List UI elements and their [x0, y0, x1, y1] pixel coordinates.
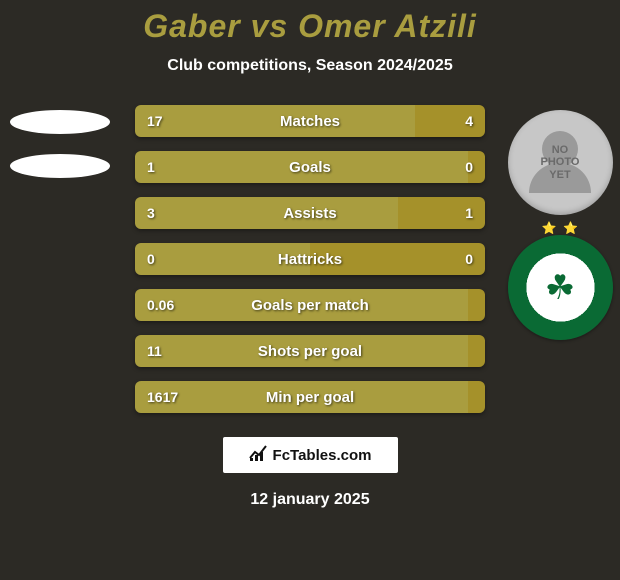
stat-value-left: 0: [147, 251, 155, 267]
stat-bar-left: [135, 335, 468, 367]
stat-row: Goals10: [135, 151, 485, 183]
stat-bar-left: [135, 243, 310, 275]
stat-bar-right: [310, 243, 485, 275]
brand-chart-icon: [249, 444, 267, 467]
footer-date: 12 january 2025: [0, 491, 620, 509]
page-title: Gaber vs Omer Atzili: [0, 8, 620, 45]
avatar-text-line: PHOTO: [541, 156, 580, 168]
infographic-root: Gaber vs Omer Atzili Club competitions, …: [0, 0, 620, 580]
brand-label: FcTables.com: [273, 447, 372, 464]
club-stars-icon: ⭐ ⭐: [542, 221, 579, 235]
stat-value-left: 1: [147, 159, 155, 175]
right-player-column: NO PHOTO YET ⭐ ⭐ ☘: [500, 110, 620, 340]
club-clover-icon: ☘: [545, 271, 575, 305]
stat-value-right: 0: [465, 159, 473, 175]
avatar-text-line: NO: [541, 144, 580, 156]
avatar-text-line: YET: [541, 169, 580, 181]
stat-value-left: 17: [147, 113, 163, 129]
stat-row: Assists31: [135, 197, 485, 229]
stat-bar-right: [468, 289, 486, 321]
stat-value-left: 3: [147, 205, 155, 221]
stat-bar-left: [135, 197, 398, 229]
stat-value-right: 0: [465, 251, 473, 267]
stat-bar-right: [468, 381, 486, 413]
player-right-club-badge: ⭐ ⭐ ☘: [508, 235, 613, 340]
stat-bar-right: [415, 105, 485, 137]
player-left-club-placeholder: [10, 154, 110, 178]
stat-bar-left: [135, 289, 468, 321]
stat-value-right: 1: [465, 205, 473, 221]
avatar-no-photo-text: NO PHOTO YET: [541, 144, 580, 180]
stat-row: Goals per match0.06: [135, 289, 485, 321]
player-left-avatar-placeholder: [10, 110, 110, 134]
stat-bar-left: [135, 151, 468, 183]
stat-bar-left: [135, 381, 468, 413]
subtitle: Club competitions, Season 2024/2025: [0, 57, 620, 75]
stat-row: Shots per goal11: [135, 335, 485, 367]
stat-bar-right: [468, 335, 486, 367]
stat-value-left: 1617: [147, 389, 178, 405]
stat-row: Hattricks00: [135, 243, 485, 275]
stats-bars: Matches174Goals10Assists31Hattricks00Goa…: [135, 105, 485, 413]
stat-value-right: 4: [465, 113, 473, 129]
stat-row: Matches174: [135, 105, 485, 137]
brand-box: FcTables.com: [223, 437, 398, 473]
player-right-avatar-placeholder: NO PHOTO YET: [508, 110, 613, 215]
stat-value-left: 11: [147, 343, 162, 359]
left-player-column: [0, 110, 120, 178]
stat-bar-left: [135, 105, 415, 137]
stat-row: Min per goal1617: [135, 381, 485, 413]
stat-value-left: 0.06: [147, 297, 174, 313]
